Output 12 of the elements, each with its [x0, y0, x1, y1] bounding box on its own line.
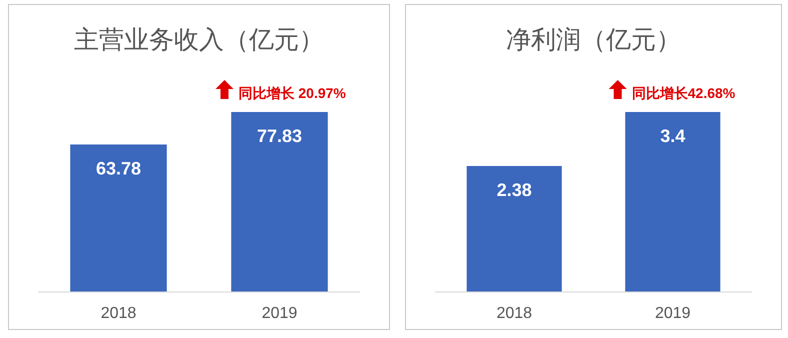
data-label: 3.4	[660, 126, 686, 146]
chart-title: 主营业务收入（亿元）	[74, 26, 324, 54]
x-tick-label: 2019	[654, 305, 691, 322]
x-tick-label: 2018	[100, 305, 136, 322]
data-label: 77.83	[256, 126, 302, 146]
x-tick-label: 2018	[496, 305, 532, 322]
data-label: 2.38	[496, 180, 532, 200]
x-tick-label: 2019	[262, 305, 298, 322]
annotation: 同比增长 20.97%	[238, 85, 346, 101]
chart-title: 净利润（亿元）	[506, 26, 681, 54]
annotation: 同比增长42.68%	[632, 85, 736, 101]
data-label: 63.78	[96, 158, 142, 178]
